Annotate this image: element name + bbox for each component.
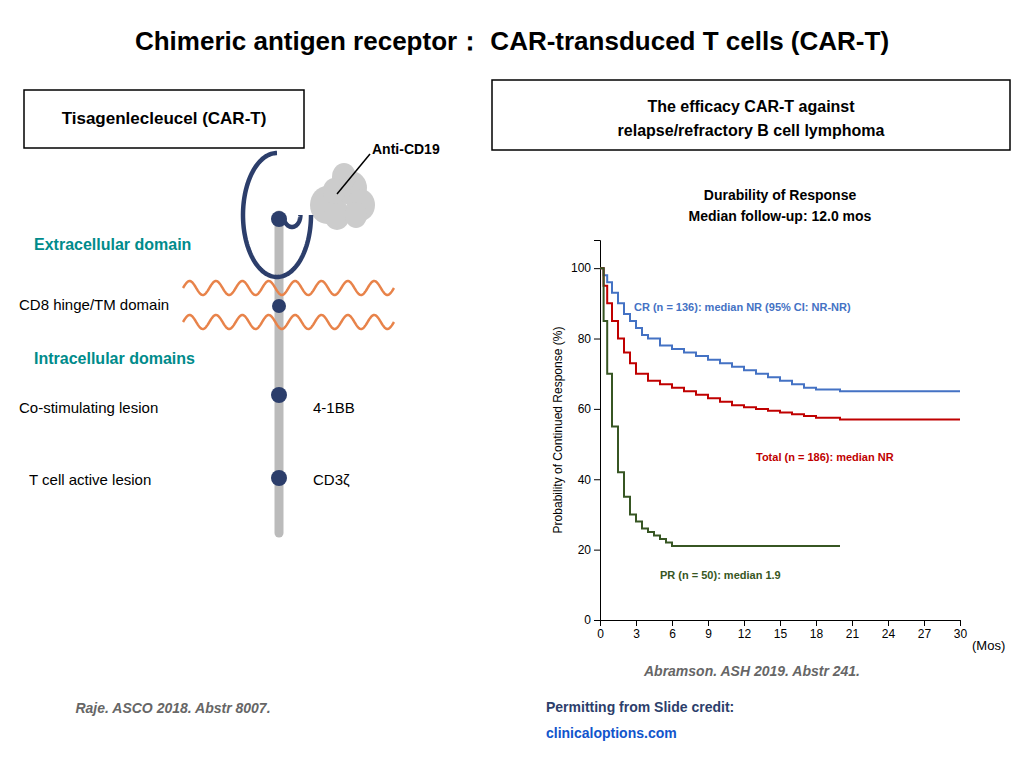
plot-background: [600, 240, 960, 620]
diagram-antibody-blob: [345, 202, 367, 228]
y-axis: 0 20 40 60 80 100: [571, 241, 601, 628]
x-tick-label: 21: [846, 627, 860, 641]
y-tick: 40: [578, 473, 600, 487]
series-label: Total (n = 186): median NR: [756, 451, 894, 463]
x-tick-mark: [852, 620, 853, 626]
x-axis-line: [601, 621, 961, 627]
x-tick-label: 6: [669, 627, 676, 641]
x-tick-mark: [708, 620, 709, 626]
x-tick: 27: [918, 620, 932, 641]
domain-label: Co-stimulating lesion: [19, 399, 158, 416]
x-tick-label: 27: [918, 627, 932, 641]
y-tick-label: 20: [578, 543, 592, 557]
y-tick-label: 40: [578, 473, 592, 487]
x-tick: 6: [669, 620, 676, 641]
left-box: [24, 90, 304, 148]
citation: Abramson. ASH 2019. Abstr 241.: [643, 663, 860, 679]
y-tick-label: 80: [578, 332, 592, 346]
y-tick-mark: [594, 479, 600, 480]
x-tick-mark: [816, 620, 817, 626]
x-tick-mark: [960, 620, 961, 626]
x-tick-label: 15: [774, 627, 788, 641]
x-axis-title: (Mos): [972, 638, 1005, 653]
y-axis-line: [594, 241, 601, 621]
y-tick: 100: [571, 261, 600, 275]
x-tick: 3: [633, 620, 640, 641]
x-tick-label: 18: [810, 627, 824, 641]
plot-title: Median follow-up: 12.0 mos: [689, 208, 872, 224]
x-tick-mark: [744, 620, 745, 626]
diagram-dot: [271, 211, 287, 227]
x-tick-mark: [780, 620, 781, 626]
y-tick-mark: [594, 409, 600, 410]
annotation: Anti-CD19: [372, 141, 440, 157]
series-label: CR (n = 136): median NR (95% CI: NR-NR): [634, 301, 851, 313]
figure: Chimeric antigen receptor： CAR-transduce…: [0, 0, 1024, 768]
y-tick: 60: [578, 402, 600, 416]
plot-lines: [600, 268, 960, 546]
x-tick-label: 0: [597, 627, 604, 641]
right-box: [492, 80, 1010, 150]
y-tick-label: 60: [578, 402, 592, 416]
x-tick: 0: [597, 620, 604, 641]
x-tick: 30: [954, 620, 968, 641]
component-label: CD3ζ: [313, 471, 350, 488]
y-tick: 0: [584, 613, 600, 627]
x-tick: 12: [738, 620, 752, 641]
y-tick-label: 0: [584, 613, 591, 627]
diagram-membrane: [183, 315, 394, 329]
x-tick-label: 9: [705, 627, 712, 641]
diagram-dot: [272, 299, 286, 313]
x-tick: 18: [810, 620, 824, 641]
y-tick-mark: [594, 550, 600, 551]
y-tick: 80: [578, 332, 600, 346]
series-line: [600, 268, 960, 419]
diagram-dot: [271, 470, 287, 486]
credit: clinicaloptions.com: [546, 725, 677, 741]
x-tick: 9: [705, 620, 712, 641]
section-label: Intracellular domains: [34, 350, 195, 367]
component-label: 4-1BB: [313, 399, 355, 416]
domain-label: CD8 hinge/TM domain: [19, 296, 169, 313]
y-tick-label: 100: [571, 261, 591, 275]
citation: Raje. ASCO 2018. Abstr 8007.: [75, 700, 270, 716]
diagram-membrane: [183, 281, 394, 295]
diagram-antibody-blob: [323, 178, 345, 204]
x-tick-mark: [888, 620, 889, 626]
domain-label: T cell active lesion: [29, 471, 151, 488]
credit: Permitting from Slide credit:: [546, 699, 734, 715]
plot-title: Durability of Response: [704, 187, 857, 203]
diagram-dot: [271, 387, 287, 403]
y-axis-title: Probability of Continued Response (%): [551, 327, 565, 534]
title: Chimeric antigen receptor： CAR-transduce…: [135, 26, 889, 56]
x-tick-mark: [672, 620, 673, 626]
diagram-arc: [243, 153, 311, 277]
x-tick: 15: [774, 620, 788, 641]
right-box-text: The efficacy CAR-T against: [647, 98, 855, 115]
y-tick-mark: [594, 268, 600, 269]
series-line: [600, 268, 960, 391]
x-tick-label: 12: [738, 627, 752, 641]
x-axis: 0 3 6 9 12 15 18 21 24 27 30: [597, 620, 967, 641]
series-label: PR (n = 50): median 1.9: [660, 569, 781, 581]
y-tick-mark: [594, 620, 600, 621]
x-tick-label: 3: [633, 627, 640, 641]
x-tick-mark: [924, 620, 925, 626]
x-tick: 21: [846, 620, 860, 641]
right-box-text: relapse/refractory B cell lymphoma: [618, 122, 885, 139]
y-tick-mark: [594, 339, 600, 340]
x-tick-label: 30: [954, 627, 968, 641]
section-label: Extracellular domain: [34, 236, 191, 253]
x-tick: 24: [882, 620, 896, 641]
y-tick: 20: [578, 543, 600, 557]
left-box-text: Tisagenlecleucel (CAR-T): [62, 109, 267, 128]
x-tick-mark: [636, 620, 637, 626]
x-tick-label: 24: [882, 627, 896, 641]
car-diagram: [183, 153, 394, 533]
annotation-leader: [337, 154, 370, 194]
